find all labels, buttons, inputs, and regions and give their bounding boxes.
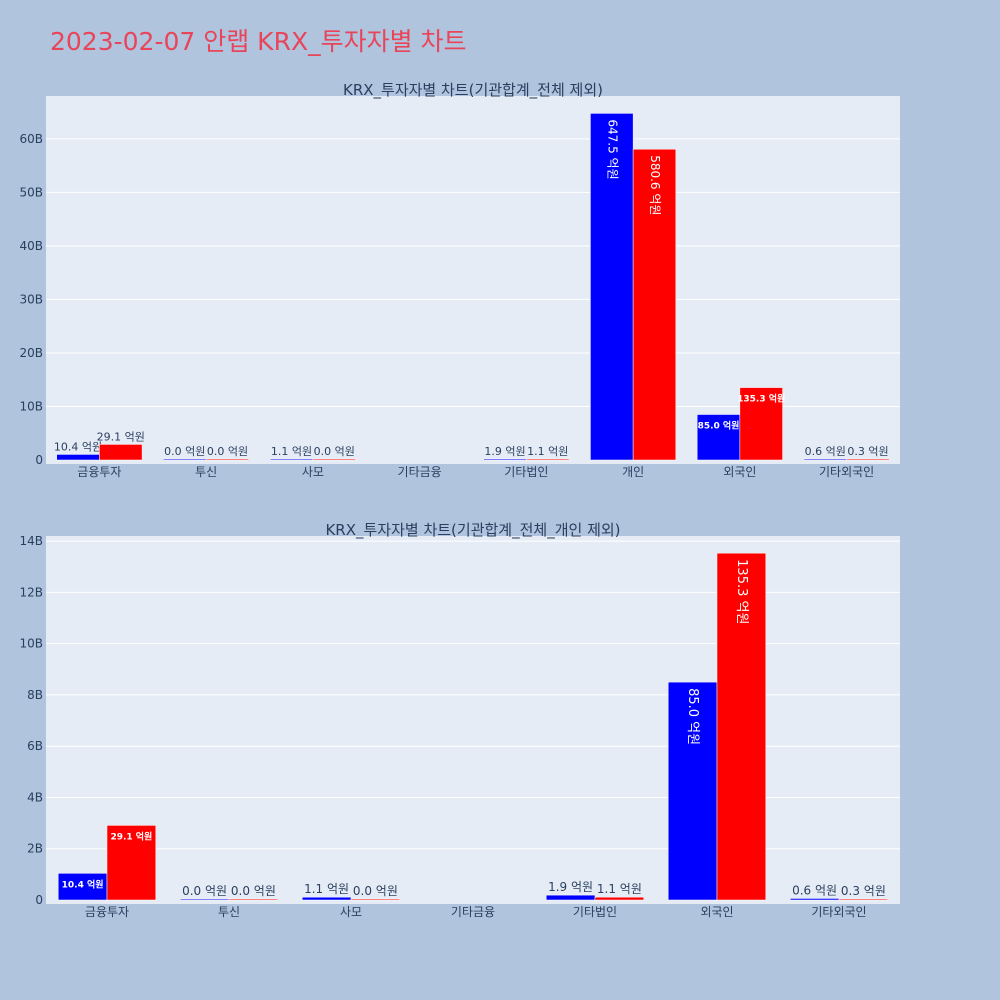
x-tick-label: 금융투자 [85, 905, 129, 919]
chart-top: KRX_투자자별 차트(기관합계_전체 제외) 0 10B 20B 30B 40B 50B 6… [19, 81, 900, 479]
bar [106, 825, 157, 901]
bar [716, 552, 767, 901]
y-tick-label: 4B [27, 790, 43, 804]
data-label: 10.4 억원 [54, 440, 102, 453]
x-tick-label: 투신 [195, 465, 217, 479]
data-label: 1.1 억원 [304, 882, 349, 896]
bar [301, 896, 352, 901]
y-tick-label: 30B [19, 292, 43, 306]
data-label: 1.9 억원 [548, 880, 593, 894]
bar [526, 458, 570, 461]
y-tick-label: 14B [19, 534, 43, 548]
data-label: 29.1 억원 [97, 430, 145, 443]
x-tick-label: 투신 [218, 905, 240, 919]
x-tick-label: 기타금융 [451, 905, 495, 919]
bar [57, 873, 108, 901]
data-label: 580.6 억원 [648, 155, 662, 215]
bar [350, 898, 401, 901]
data-label: 0.3 억원 [841, 884, 886, 898]
bar [545, 894, 596, 901]
y-tick-label: 8B [27, 688, 43, 702]
bar [483, 458, 527, 461]
x-tick-label: 사모 [340, 905, 362, 919]
data-label: 135.3 억원 [734, 559, 749, 624]
bar [667, 681, 718, 901]
y-tick-label: 6B [27, 739, 43, 753]
data-label: 0.6 억원 [792, 883, 837, 897]
data-label: 0.0 억원 [231, 884, 276, 898]
bar [205, 458, 250, 461]
data-label: 85.0 억원 [698, 420, 740, 432]
y-tick-label: 10B [19, 399, 43, 413]
data-label: 1.1 억원 [597, 882, 642, 896]
bar [269, 458, 314, 461]
data-label: 0.0 억원 [182, 884, 227, 898]
bar [163, 458, 207, 461]
bar [838, 898, 889, 901]
x-tick-label: 기타외국인 [819, 465, 874, 479]
data-label: 0.0 억원 [314, 445, 355, 458]
chart-title: KRX_투자자별 차트(기관합계_전체_개인 제외) [325, 521, 620, 540]
bar [179, 898, 230, 901]
y-tick-label: 40B [19, 239, 43, 253]
data-label: 0.0 억원 [207, 445, 248, 458]
data-label: 0.0 억원 [353, 884, 398, 898]
x-tick-label: 외국인 [723, 465, 756, 479]
data-label: 0.3 억원 [847, 445, 888, 458]
y-tick-label: 0 [35, 893, 43, 907]
y-tick-label: 2B [27, 842, 43, 856]
y-tick-label: 0 [35, 453, 43, 467]
bar [789, 898, 840, 901]
data-label: 1.1 억원 [271, 445, 312, 458]
x-tick-label: 기타법인 [504, 465, 548, 479]
data-label: 647.5 억원 [605, 119, 619, 179]
bar [99, 444, 143, 461]
bar [846, 458, 890, 461]
bar [739, 387, 783, 461]
bar [228, 898, 279, 901]
x-tick-label: 사모 [302, 465, 324, 479]
data-label: 0.0 억원 [164, 445, 205, 458]
data-label: 135.3 억원 [737, 393, 785, 405]
page-title: 2023-02-07 안랩 KRX_투자자별 차트 [50, 27, 467, 56]
x-tick-label: 기타금융 [398, 465, 442, 479]
data-label: 29.1 억원 [110, 830, 152, 842]
bar [696, 414, 741, 461]
data-label: 1.9 억원 [484, 445, 525, 458]
y-tick-label: 10B [19, 637, 43, 651]
bar [594, 896, 645, 901]
y-tick-label: 50B [19, 185, 43, 199]
data-label: 0.6 억원 [805, 445, 846, 458]
y-tick-label: 12B [19, 585, 43, 599]
bar [56, 454, 100, 461]
x-tick-label: 기타법인 [573, 905, 617, 919]
data-label: 10.4 억원 [62, 878, 104, 890]
x-tick-label: 개인 [622, 465, 644, 479]
y-tick-label: 20B [19, 346, 43, 360]
bar [312, 458, 356, 461]
data-label: 85.0 억원 [685, 688, 700, 745]
x-tick-label: 기타외국인 [811, 905, 866, 919]
chart-bottom: KRX_투자자별 차트(기관합계_전체_개인 제외) 0 2B 4B 6B 8B 10B 12… [19, 521, 900, 919]
bar [803, 458, 847, 461]
bar [590, 113, 634, 461]
data-label: 1.1 억원 [527, 445, 568, 458]
y-tick-label: 60B [19, 132, 43, 146]
bar [632, 148, 677, 461]
x-tick-label: 금융투자 [77, 465, 121, 479]
chart-title: KRX_투자자별 차트(기관합계_전체 제외) [343, 81, 603, 100]
x-tick-label: 외국인 [700, 905, 733, 919]
